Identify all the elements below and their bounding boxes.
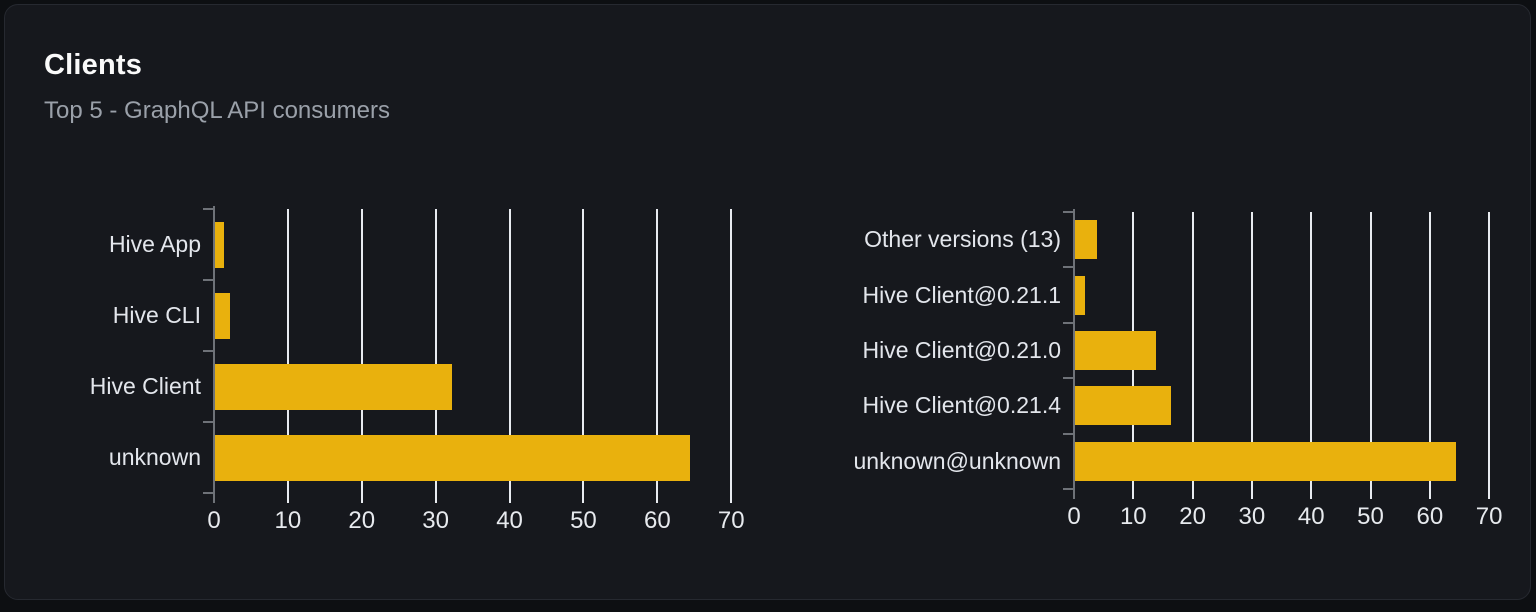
card-subtitle: Top 5 - GraphQL API consumers (44, 97, 390, 124)
gridline (582, 209, 585, 503)
x-tick-label: 60 (1416, 503, 1444, 530)
x-tick-label: 70 (1475, 503, 1503, 530)
gridline (360, 209, 363, 503)
bar[interactable] (214, 221, 224, 268)
grid-layer (214, 209, 746, 503)
bar[interactable] (214, 363, 452, 410)
x-tick-label: 30 (422, 507, 450, 534)
gridline (286, 209, 289, 503)
gridline (508, 209, 511, 503)
bar-row (1074, 267, 1501, 322)
gridline (434, 209, 437, 503)
x-tick-label: 20 (1179, 503, 1206, 530)
x-tick-label: 50 (570, 507, 597, 534)
category-label: Other versions (13) (864, 226, 1061, 253)
plot-area: 0 10 20 30 40 50 60 70 (1063, 209, 1502, 530)
gridline (1250, 212, 1253, 499)
category-label: Hive App (108, 231, 201, 257)
gridline (730, 209, 733, 503)
plot-area: 0 10 20 30 40 50 60 70 (203, 206, 746, 534)
x-tick-label: 30 (1238, 503, 1266, 530)
category-label: Hive CLI (112, 302, 201, 328)
x-tick-label: 10 (1119, 503, 1147, 530)
category-label: Hive Client@0.21.1 (862, 281, 1062, 308)
x-tick-label: 10 (274, 507, 302, 534)
x-tick-label: 70 (717, 507, 745, 534)
gridline (1488, 212, 1491, 499)
x-tick-label: 60 (643, 507, 671, 534)
bars-layer (214, 209, 746, 493)
bar[interactable] (1074, 331, 1156, 371)
bar[interactable] (1074, 275, 1086, 315)
gridline (1428, 212, 1431, 499)
category-axis-labels: Other versions (13) Hive Client@0.21.1 Hiv… (834, 212, 1074, 489)
clients-card: Clients Top 5 - GraphQL API consumers Hi… (4, 4, 1531, 600)
category-label: Hive Client@0.21.0 (862, 337, 1062, 364)
x-axis-labels: 0 10 20 30 40 50 60 70 (1067, 489, 1503, 530)
x-tick-label: 50 (1357, 503, 1384, 530)
bar-row (1074, 378, 1501, 433)
x-tick-label: 20 (348, 507, 376, 534)
card-title: Clients (44, 49, 143, 81)
category-axis-labels: Hive App Hive CLI Hive Client unknown (62, 209, 214, 493)
gridline (1310, 212, 1313, 499)
bar[interactable] (214, 292, 230, 339)
gridline (1191, 212, 1194, 499)
category-label: Hive Client (89, 373, 201, 399)
gridline (1369, 212, 1372, 499)
category-label: Hive Client@0.21.4 (862, 392, 1062, 419)
bar-row (214, 422, 746, 493)
bar-row (214, 209, 746, 280)
bar[interactable] (1074, 386, 1171, 426)
bar[interactable] (1074, 441, 1456, 481)
bar-row (214, 351, 746, 422)
bar[interactable] (1074, 220, 1097, 260)
bar-row (1074, 212, 1501, 267)
bar-row (214, 280, 746, 351)
gridline (656, 209, 659, 503)
x-tick-label: 40 (496, 507, 523, 534)
chart-top-clients: Hive App Hive CLI Hive Client unknown 0 10 20… (62, 206, 746, 534)
x-tick-label: 0 (207, 507, 221, 534)
category-label: unknown@unknown (853, 447, 1061, 474)
bar-row (1074, 323, 1501, 378)
bar-row (1074, 434, 1501, 489)
category-label: unknown (108, 444, 201, 470)
chart-top-client-versions: Other versions (13) Hive Client@0.21.1 Hiv… (834, 209, 1502, 530)
x-tick-label: 40 (1297, 503, 1325, 530)
bars-layer (1074, 212, 1501, 489)
bar[interactable] (214, 434, 690, 481)
x-axis-labels: 0 10 20 30 40 50 60 70 (207, 493, 746, 534)
card-header: Clients Top 5 - GraphQL API consumers (44, 49, 390, 125)
x-tick-label: 0 (1067, 503, 1081, 530)
